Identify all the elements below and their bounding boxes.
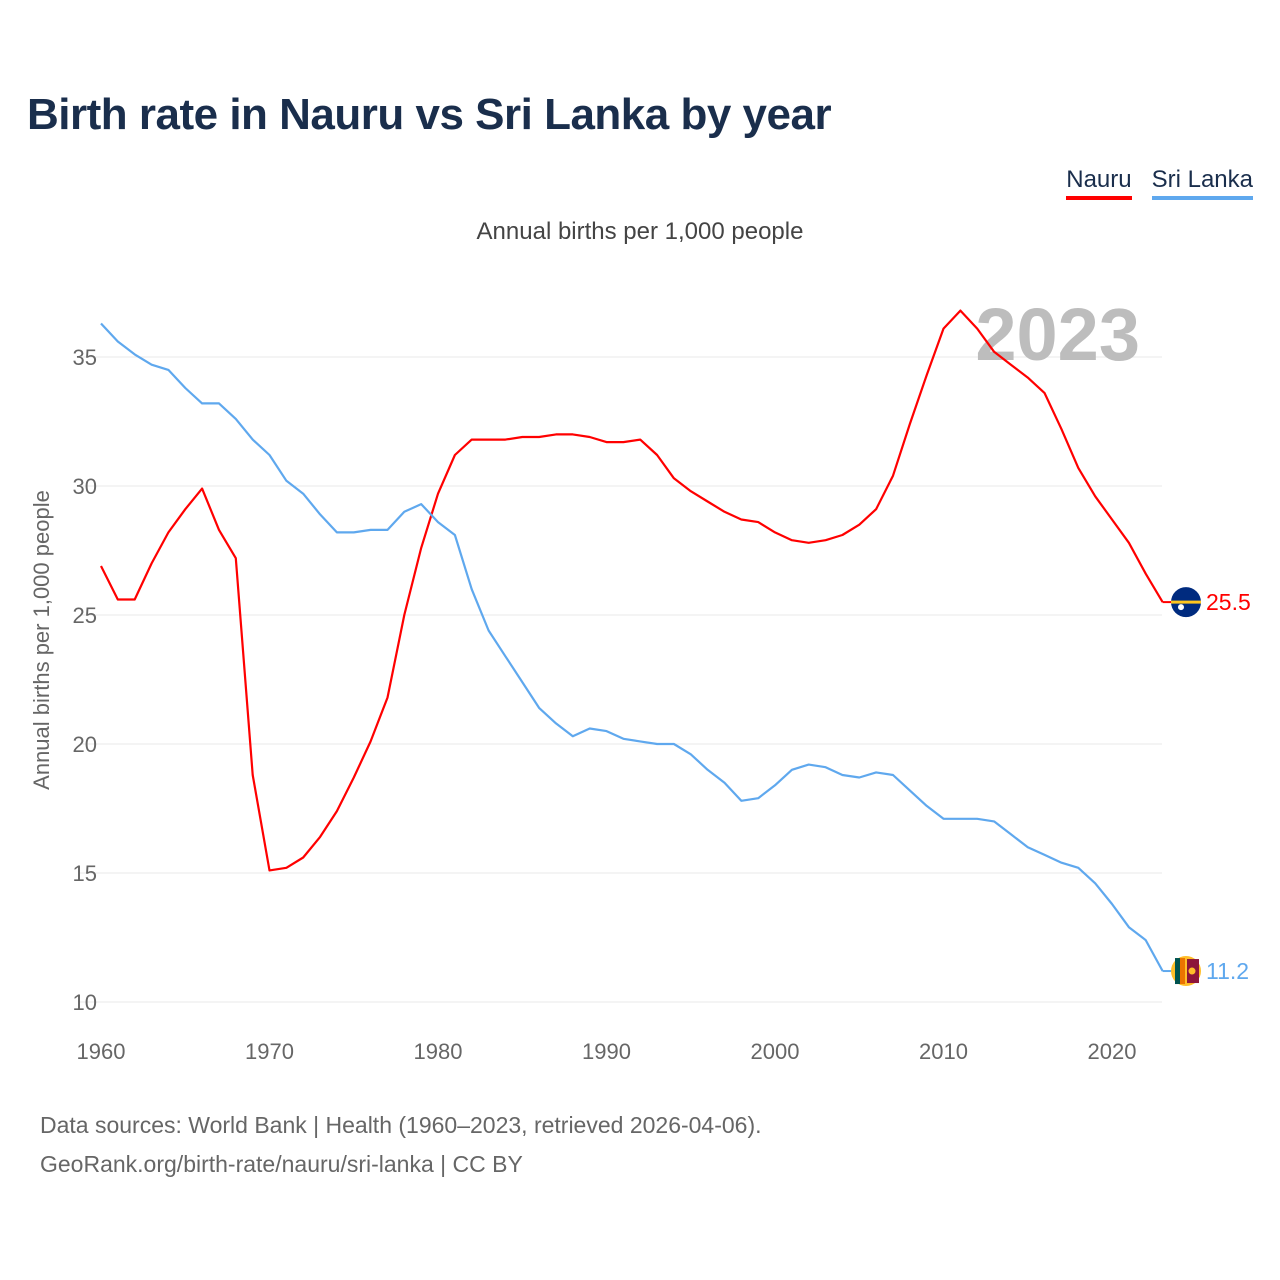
nauru-flag-star — [1178, 604, 1184, 611]
legend-item-nauru[interactable]: Nauru — [1066, 166, 1132, 200]
legend: Nauru Sri Lanka — [1066, 166, 1253, 200]
y-tick-label: 20 — [73, 732, 97, 757]
sri-lanka-flag-lion — [1188, 967, 1196, 975]
series-line-sri-lanka — [100, 322, 1164, 972]
sri-lanka-flag-orange — [1180, 958, 1185, 985]
attribution-link[interactable]: GeoRank.org/birth-rate/nauru/sri-lanka |… — [40, 1151, 523, 1177]
x-tick-label: 2010 — [919, 1039, 968, 1064]
x-tick-label: 1990 — [582, 1039, 631, 1064]
sri-lanka-flag-green — [1175, 958, 1180, 985]
legend-item-sri-lanka[interactable]: Sri Lanka — [1151, 166, 1253, 200]
x-tick-label: 1970 — [245, 1039, 294, 1064]
year-watermark: 2023 — [975, 293, 1140, 376]
chart-subtitle: Annual births per 1,000 people — [476, 218, 804, 245]
end-value-label: 11.2 — [1206, 958, 1249, 984]
chart-title: Birth rate in Nauru vs Sri Lanka by year — [27, 90, 832, 139]
y-tick-label: 35 — [73, 345, 97, 370]
x-tick-label: 1980 — [414, 1039, 463, 1064]
x-tick-label: 2000 — [751, 1039, 800, 1064]
y-tick-label: 15 — [73, 861, 97, 886]
y-tick-label: 30 — [73, 474, 97, 499]
x-tick-label: 2020 — [1088, 1039, 1137, 1064]
footer: Data sources: World Bank | Health (1960–… — [40, 1106, 762, 1184]
y-tick-label: 25 — [73, 603, 97, 628]
x-tick-label: 1960 — [77, 1039, 126, 1064]
end-value-label: 25.5 — [1206, 589, 1251, 615]
y-tick-label: 10 — [73, 990, 97, 1015]
nauru-flag-stripe — [1171, 600, 1201, 604]
series-line-nauru — [100, 309, 1164, 872]
source-text: Data sources: World Bank | Health (1960–… — [40, 1112, 762, 1138]
